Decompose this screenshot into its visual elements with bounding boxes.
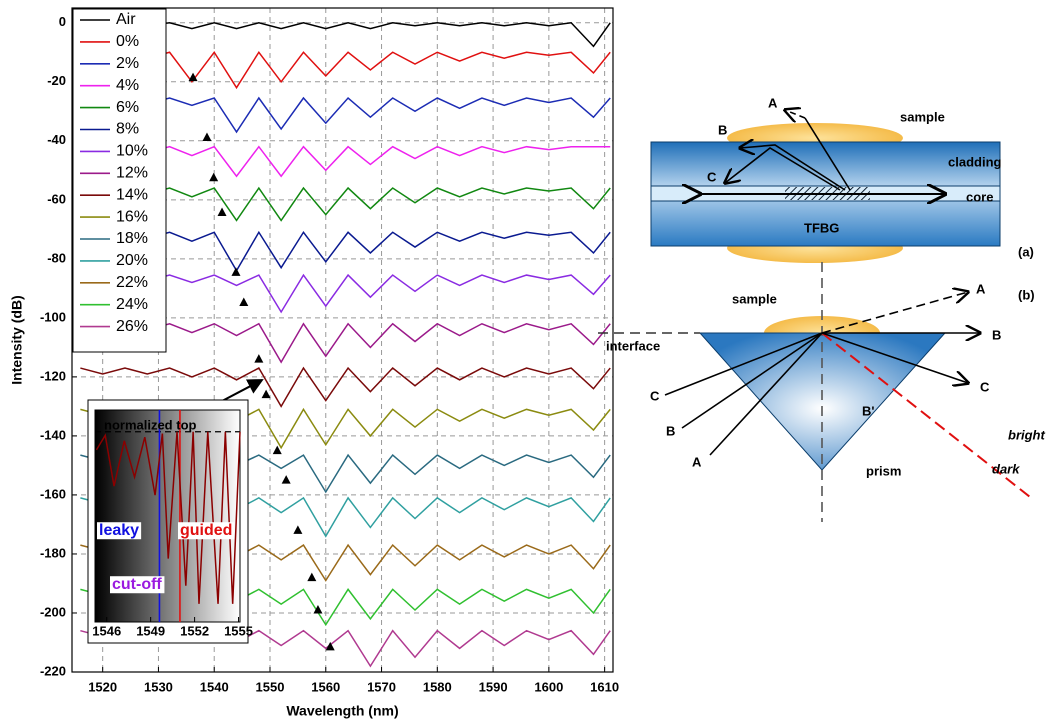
y-tick-label: -220 <box>40 663 66 678</box>
x-tick-label: 1610 <box>590 679 619 694</box>
y-tick-label: -180 <box>40 545 66 560</box>
label-dark: dark <box>992 461 1020 476</box>
x-axis-title: Wavelength (nm) <box>286 703 398 719</box>
label-sample: sample <box>732 291 777 306</box>
y-tick-label: -140 <box>40 427 66 442</box>
label-interface: interface <box>606 338 660 353</box>
x-tick-label: 1560 <box>311 679 340 694</box>
legend: Air 0% 2% 4% 6% 8% 10% 12% 14% 16% 18% 20% 22% 24% 26% <box>73 9 166 352</box>
annotation: guided <box>180 522 232 539</box>
y-tick-label: -40 <box>47 132 66 147</box>
x-tick-label: 1570 <box>367 679 396 694</box>
legend-label: 20% <box>116 252 148 269</box>
legend-label: 10% <box>116 143 148 160</box>
label-ray: A <box>976 281 986 296</box>
legend-label: 4% <box>116 77 139 94</box>
legend-label: 2% <box>116 55 139 72</box>
legend-label: 8% <box>116 121 139 138</box>
legend-label: 26% <box>116 318 148 335</box>
legend-label: 16% <box>116 208 148 225</box>
legend-label: 24% <box>116 296 148 313</box>
x-tick-label: 1580 <box>423 679 452 694</box>
label-core: core <box>966 189 993 204</box>
x-tick-label: 1555 <box>224 623 253 638</box>
x-tick-label: 1520 <box>88 679 117 694</box>
label-ray: B <box>666 423 675 438</box>
label-ray: C <box>980 379 990 394</box>
label-bright: bright <box>1008 427 1045 442</box>
diagram-a: sample cladding core TFBG A B C (a) <box>651 95 1034 263</box>
label-panel: (a) <box>1018 244 1034 259</box>
legend-label: 14% <box>116 186 148 203</box>
y-axis-title: Intensity (dB) <box>9 295 25 384</box>
x-tick-label: 1540 <box>200 679 229 694</box>
x-tick-label: 1600 <box>534 679 563 694</box>
label-ray: B <box>992 327 1001 342</box>
ray-a-out <box>822 292 968 333</box>
label-ray: B <box>718 122 727 137</box>
legend-label: 0% <box>116 33 139 50</box>
y-tick-label: -20 <box>47 73 66 88</box>
y-tick-label: -160 <box>40 486 66 501</box>
legend-label: 22% <box>116 274 148 291</box>
x-tick-label: 1549 <box>136 623 165 638</box>
annotation: normalized top <box>104 417 197 432</box>
annotation: cut-off <box>112 576 162 593</box>
figure: 1520 1530 1540 1550 1560 1570 1580 1590 1600 1610… <box>0 0 1055 722</box>
y-tick-label: -100 <box>40 309 66 324</box>
inset-chart: 1546 1549 1552 1555 normalized top leaky guide… <box>88 380 262 643</box>
ray-a <box>785 110 805 118</box>
legend-label: Air <box>116 11 136 28</box>
label-sample: sample <box>900 109 945 124</box>
y-tick-label: 0 <box>59 14 66 29</box>
label-ray: B' <box>862 403 874 418</box>
label-ray: C <box>650 388 660 403</box>
y-tick-label: -120 <box>40 368 66 383</box>
x-tick-label: 1550 <box>256 679 285 694</box>
legend-label: 6% <box>116 99 139 116</box>
diagram-b: (b) sample interface prism A B C A B C B… <box>598 262 1045 522</box>
x-tick-label: 1590 <box>479 679 508 694</box>
label-panel: (b) <box>1018 287 1035 302</box>
y-tick-label: -200 <box>40 604 66 619</box>
label-cladding: cladding <box>948 154 1002 169</box>
y-tick-label: -60 <box>47 191 66 206</box>
label-ray: A <box>692 454 702 469</box>
label-prism: prism <box>866 463 901 478</box>
x-tick-label: 1552 <box>180 623 209 638</box>
label-ray: C <box>707 169 717 184</box>
label-ray: A <box>768 95 778 110</box>
legend-label: 12% <box>116 165 148 182</box>
label-fiber: TFBG <box>804 220 839 235</box>
legend-label: 18% <box>116 230 148 247</box>
y-tick-label: -80 <box>47 250 66 265</box>
x-tick-label: 1546 <box>92 623 121 638</box>
annotation: leaky <box>99 522 139 539</box>
x-tick-label: 1530 <box>144 679 173 694</box>
